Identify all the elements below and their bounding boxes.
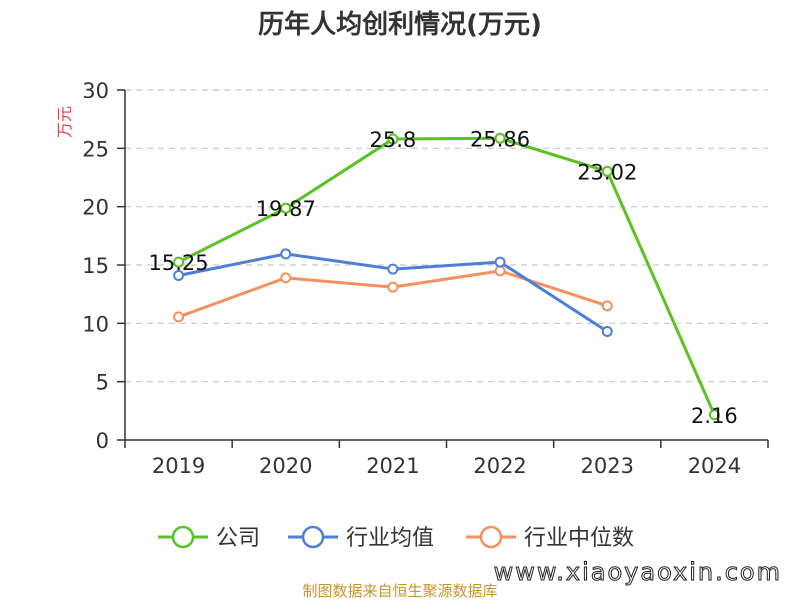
y-tick-label: 15 bbox=[82, 254, 109, 278]
series-group bbox=[173, 132, 720, 421]
data-label: 19.87 bbox=[256, 197, 316, 221]
legend-marker bbox=[479, 525, 503, 549]
y-axis-label: 万元 bbox=[55, 106, 74, 138]
data-label: 2.16 bbox=[691, 404, 738, 428]
y-tick-label: 10 bbox=[82, 312, 109, 336]
data-point bbox=[494, 132, 506, 144]
watermark: www.xiaoyaoxin.com bbox=[494, 558, 782, 586]
data-point bbox=[601, 300, 613, 312]
x-tick-label: 2023 bbox=[581, 454, 634, 478]
x-tick-label: 2022 bbox=[473, 454, 526, 478]
legend: 公司 行业均值 行业中位数 bbox=[158, 525, 634, 551]
data-point bbox=[280, 272, 292, 284]
y-tick-label: 25 bbox=[82, 137, 109, 161]
data-point bbox=[173, 256, 185, 268]
data-point bbox=[280, 248, 292, 260]
y-tick-label: 5 bbox=[96, 371, 109, 395]
legend-label: 行业中位数 bbox=[524, 526, 634, 551]
data-point bbox=[601, 326, 613, 337]
x-tick-label: 2021 bbox=[366, 454, 419, 478]
x-tick-label: 2019 bbox=[152, 454, 205, 478]
data-point bbox=[387, 281, 399, 293]
data-point bbox=[387, 263, 399, 275]
data-labels: 15.25 19.87 25.8 25.86 23.02 2.16 bbox=[149, 127, 738, 428]
data-point bbox=[494, 265, 506, 277]
x-tick-label: 2024 bbox=[688, 454, 741, 478]
x-tick-label: 2020 bbox=[259, 454, 312, 478]
data-label: 23.02 bbox=[577, 160, 637, 184]
series-line-1 bbox=[177, 136, 716, 416]
legend-label: 公司 bbox=[216, 526, 260, 551]
y-tick-label: 30 bbox=[82, 79, 109, 103]
data-label: 25.86 bbox=[470, 127, 530, 151]
data-point bbox=[601, 165, 613, 177]
legend-marker bbox=[301, 525, 325, 549]
data-point bbox=[280, 202, 292, 214]
series-line-3 bbox=[178, 269, 608, 319]
data-point bbox=[173, 270, 185, 281]
data-label: 25.8 bbox=[370, 128, 417, 152]
grid-lines bbox=[125, 89, 768, 383]
data-label: 15.25 bbox=[149, 251, 209, 275]
data-point bbox=[708, 409, 720, 421]
axes: 0 5 10 15 20 25 30 2019 2020 2021 2022 2023 2024 bbox=[82, 79, 769, 478]
data-point bbox=[494, 256, 506, 268]
chart-title: 历年人均创利情况(万元) bbox=[258, 9, 542, 40]
y-tick-label: 20 bbox=[82, 196, 109, 220]
y-tick-label: 0 bbox=[96, 429, 109, 453]
data-point bbox=[387, 133, 399, 145]
legend-marker bbox=[171, 525, 195, 549]
legend-label: 行业均值 bbox=[346, 526, 434, 551]
source-note: 制图数据来自恒生聚源数据库 bbox=[302, 582, 497, 600]
data-point bbox=[173, 311, 185, 323]
